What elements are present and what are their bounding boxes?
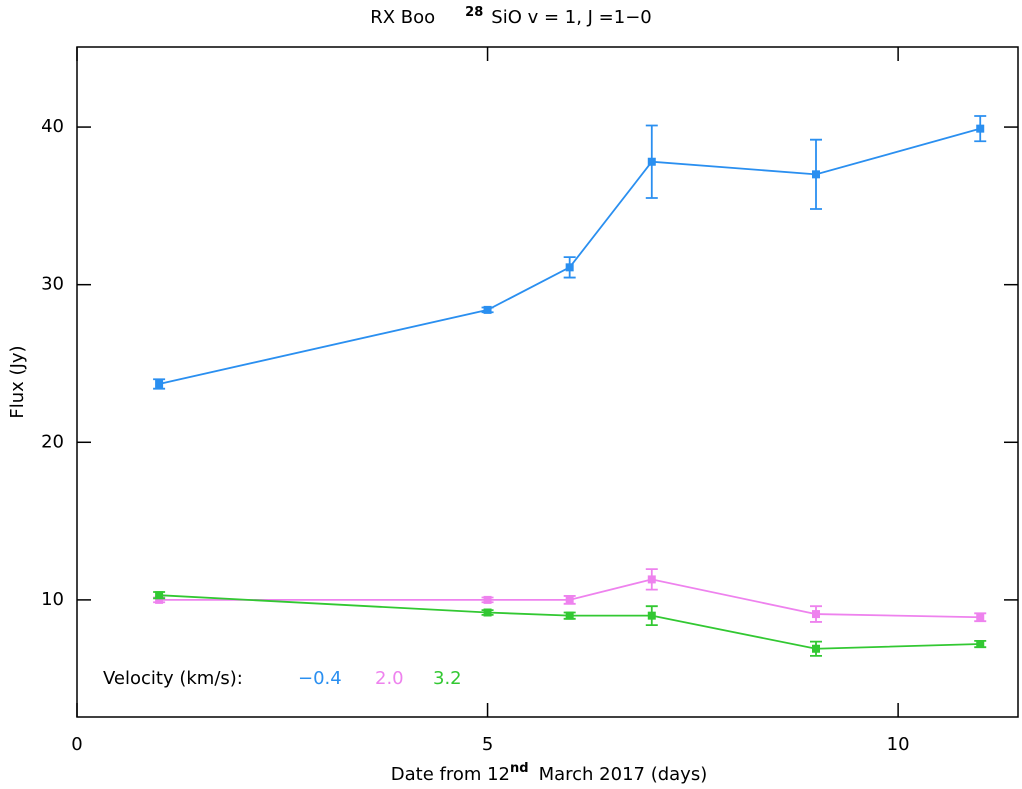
data-point [483,608,492,617]
data-point [812,644,821,653]
x-label-rest: March 2017 (days) [539,764,708,785]
series-line [158,127,981,385]
x-tick-label: 0 [71,734,82,755]
data-point [976,124,985,133]
x-axis-label: Date from 12nd March 2017 (days) [391,761,707,786]
legend-entry: 2.0 [375,668,404,689]
title-molecule: SiO v = 1, J =1−0 [491,7,652,28]
legend-entry: −0.4 [298,668,342,689]
y-tick-label: 10 [41,589,64,610]
data-point [155,595,164,604]
data-point [647,575,656,584]
data-point [155,591,164,600]
x-tick-label: 5 [482,734,493,755]
data-point [565,263,574,272]
data-point [565,611,574,620]
y-tick-label: 40 [41,116,64,137]
y-tick-label: 20 [41,431,64,452]
data-point [483,595,492,604]
legend-title: Velocity (km/s): [103,668,243,689]
data-point [976,640,985,649]
title-superscript: 28 [465,5,483,20]
series-line [159,578,981,619]
y-axis-label: Flux (Jy) [7,345,28,418]
data-point [812,610,821,619]
x-tick-label: 10 [887,734,910,755]
x-label-text: Date from 12 [391,764,510,785]
data-point [647,611,656,620]
data-point [565,595,574,604]
legend-entry: 3.2 [433,668,462,689]
data-point [976,613,985,622]
data-point [812,170,821,179]
x-label-superscript: nd [510,761,529,776]
series-line [159,594,981,650]
title-text: RX Boo [370,7,435,28]
data-point [483,305,492,314]
data-point [647,157,656,166]
y-tick-label: 30 [41,274,64,295]
chart-title: RX Boo 28 SiO v = 1, J =1−0 [370,5,652,29]
plot-frame [76,46,1019,718]
data-point [155,379,164,388]
